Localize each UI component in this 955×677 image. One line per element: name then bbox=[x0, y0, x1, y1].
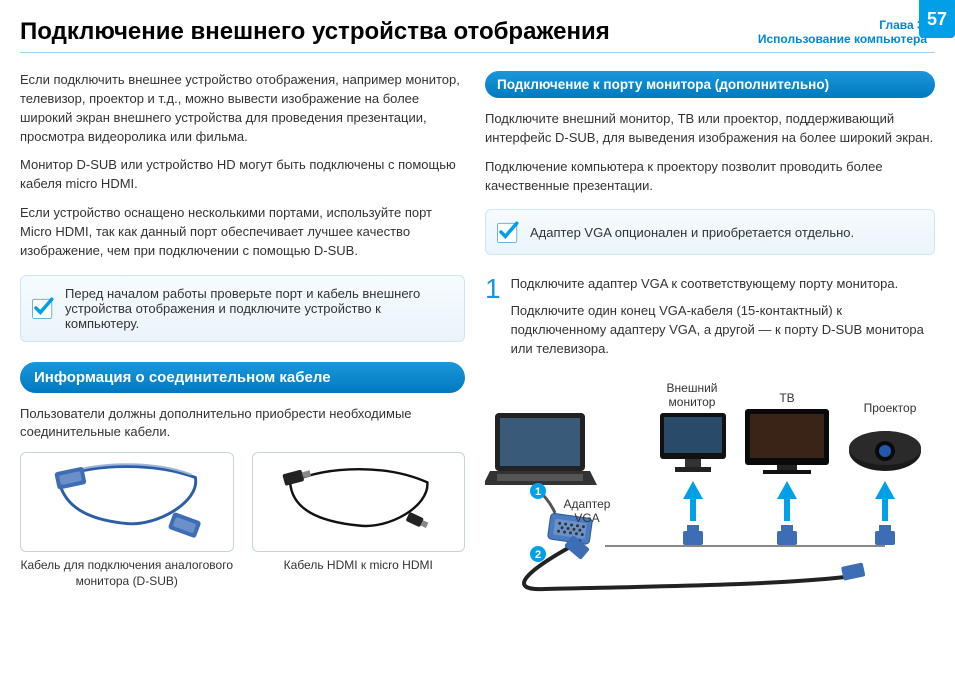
note-text-vga: Адаптер VGA опционален и приобретается о… bbox=[530, 225, 854, 240]
right-column: Подключение к порту монитора (дополнител… bbox=[485, 71, 935, 596]
tv-icon bbox=[745, 409, 829, 474]
step-number: 1 bbox=[485, 275, 501, 366]
page-title: Подключение внешнего устройства отображе… bbox=[20, 18, 610, 46]
step1-b: Подключите один конец VGA-кабеля (15-кон… bbox=[511, 302, 935, 359]
badge-2: 2 bbox=[535, 549, 541, 561]
vga-plug-icon bbox=[875, 525, 895, 545]
cable-label-hdmi: Кабель HDMI к micro HDMI bbox=[252, 558, 466, 574]
chapter-line1: Глава 3. bbox=[758, 18, 927, 32]
right-para-1: Подключите внешний монитор, ТВ или проек… bbox=[485, 110, 935, 148]
projector-icon bbox=[849, 431, 921, 471]
right-para-2: Подключение компьютера к проектору позво… bbox=[485, 158, 935, 196]
intro-para-2: Монитор D-SUB или устройство HD могут бы… bbox=[20, 156, 465, 194]
page-number: 57 bbox=[919, 0, 955, 38]
monitor-section-title: Подключение к порту монитора (дополнител… bbox=[485, 71, 935, 98]
adapter-label: Адаптер VGA bbox=[557, 497, 617, 525]
connection-diagram: Внешний монитор ТВ Проектор Адаптер VGA bbox=[485, 381, 935, 596]
cable-cell-dsub: Кабель для подключения аналогового монит… bbox=[20, 452, 234, 589]
tv-label: ТВ bbox=[767, 391, 807, 405]
cable-section-title: Информация о соединительном кабеле bbox=[20, 362, 465, 393]
monitor-label: Внешний монитор bbox=[657, 381, 727, 409]
note-box-vga: Адаптер VGA опционален и приобретается о… bbox=[485, 209, 935, 255]
cable-image-dsub bbox=[20, 452, 234, 552]
chapter-line2: Использование компьютера bbox=[758, 32, 927, 46]
vga-plug-icon bbox=[777, 525, 797, 545]
badge-1: 1 bbox=[535, 486, 541, 498]
check-note-icon bbox=[29, 294, 57, 322]
projector-label: Проектор bbox=[855, 401, 925, 415]
cable-cell-hdmi: Кабель HDMI к micro HDMI bbox=[252, 452, 466, 589]
cable-intro: Пользователи должны дополнительно приобр… bbox=[20, 405, 465, 443]
dsub-cable-icon bbox=[21, 453, 233, 551]
cable-row: Кабель для подключения аналогового монит… bbox=[20, 452, 465, 589]
cable-image-hdmi bbox=[252, 452, 466, 552]
hdmi-cable-icon bbox=[253, 453, 465, 551]
note-text: Перед началом работы проверьте порт и ка… bbox=[65, 286, 452, 331]
step-1: 1 Подключите адаптер VGA к соответствующ… bbox=[485, 275, 935, 366]
chapter-label: Глава 3. Использование компьютера bbox=[758, 18, 927, 46]
arrow-up-icon bbox=[683, 481, 895, 521]
laptop-icon bbox=[485, 413, 597, 485]
intro-para-3: Если устройство оснащено несколькими пор… bbox=[20, 204, 465, 261]
vga-plug-icon bbox=[683, 525, 703, 545]
monitor-icon bbox=[660, 413, 726, 472]
intro-para-1: Если подключить внешнее устройство отобр… bbox=[20, 71, 465, 146]
page-header: Подключение внешнего устройства отображе… bbox=[20, 18, 935, 53]
left-column: Если подключить внешнее устройство отобр… bbox=[20, 71, 465, 596]
note-box: Перед началом работы проверьте порт и ка… bbox=[20, 275, 465, 342]
check-note-icon bbox=[494, 218, 522, 246]
cable-label-dsub: Кабель для подключения аналогового монит… bbox=[20, 558, 234, 589]
step1-a: Подключите адаптер VGA к соответствующем… bbox=[511, 275, 935, 294]
